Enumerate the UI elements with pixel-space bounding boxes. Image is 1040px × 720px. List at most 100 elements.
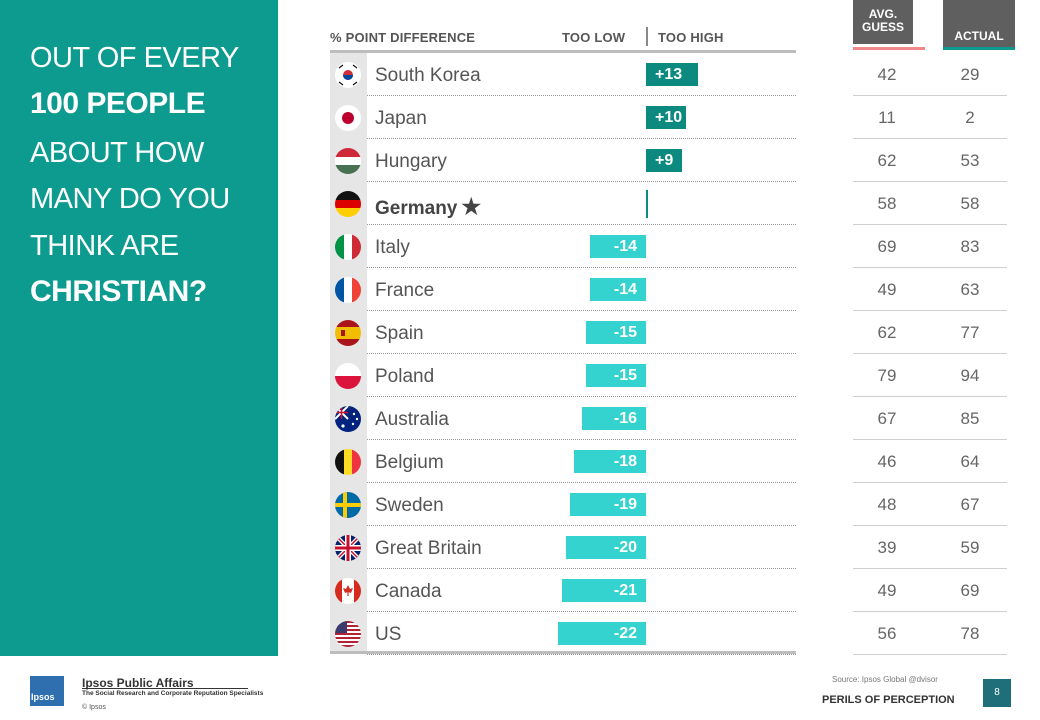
germany-flag-icon [335,191,361,217]
value-row-germany: 58 58 [853,182,1007,225]
chart-row-italy: Italy -14 [330,225,796,268]
chart-top-rule [330,50,796,53]
too-high-header: TOO HIGH [658,30,724,45]
question-line-3: ABOUT HOW [30,137,204,169]
value-row-japan: 11 2 [853,96,1007,139]
avg-guess-value: 11 [878,108,896,127]
actual-underline [943,47,1015,50]
value-row-divider [853,267,1007,268]
diff-bar: -14 [590,278,646,301]
value-row-canada: 49 69 [853,569,1007,612]
country-label: Germany ★ [375,194,482,219]
country-label: Hungary [375,151,447,172]
diff-bar: -16 [582,407,646,430]
value-row-divider [853,654,1007,655]
diff-bar: -21 [562,579,646,602]
italy-flag-icon [335,234,361,260]
value-row-divider [853,138,1007,139]
country-label: France [375,280,435,301]
value-row-australia: 67 85 [853,397,1007,440]
country-label: Italy [375,237,410,258]
value-row-divider [853,439,1007,440]
brand-divider [82,688,248,689]
chart-bottom-rule [330,651,796,654]
value-row-us: 56 78 [853,612,1007,655]
value-row-divider [853,224,1007,225]
row-divider [367,482,796,483]
actual-value: 59 [960,538,980,557]
chart-row-japan: Japan +10 [330,96,796,139]
value-row-divider [853,525,1007,526]
avg-guess-value: 39 [877,538,897,557]
country-label: Sweden [375,495,444,516]
chart-row-south-korea: South Korea +13 [330,53,796,96]
question-line-5: THINK ARE [30,230,179,262]
question-line-6: CHRISTIAN? [30,275,207,308]
actual-value: 64 [960,452,980,471]
value-row-sweden: 48 67 [853,483,1007,526]
actual-value: 85 [960,409,980,428]
value-row-belgium: 46 64 [853,440,1007,483]
value-row-divider [853,568,1007,569]
country-label: Poland [375,366,435,387]
value-row-divider [853,181,1007,182]
diff-header: % POINT DIFFERENCE [330,30,476,45]
row-divider [367,181,796,182]
page-number: 8 [983,679,1011,707]
ipsos-logo [30,676,64,706]
sweden-flag-icon [335,492,361,518]
diff-bar: +13 [646,63,698,86]
header-separator [646,27,648,46]
row-divider [367,353,796,354]
poland-flag-icon [335,363,361,389]
row-divider [367,95,796,96]
value-row-divider [853,353,1007,354]
actual-value: 2 [965,108,975,127]
avg-guess-value: 79 [877,366,897,385]
spain-flag-icon [335,320,361,346]
south-korea-flag-icon [335,62,361,88]
diff-bar: +9 [646,149,682,172]
value-row-divider [853,396,1007,397]
chart-row-spain: Spain -15 [330,311,796,354]
avg-guess-value: 67 [877,409,897,428]
avg-guess-value: 62 [877,323,897,342]
avg-guess-value: 46 [877,452,897,471]
row-divider [367,439,796,440]
question-line-2: 100 PEOPLE [30,87,206,120]
diff-bar: -15 [586,321,646,344]
value-row-divider [853,95,1007,96]
diff-bar: +10 [646,106,686,129]
actual-value: 63 [960,280,980,299]
question-line-1: OUT OF EVERY [30,42,239,74]
avg-guess-value: 42 [877,65,897,84]
avg-guess-value: 49 [877,280,897,299]
diff-bar: -15 [586,364,646,387]
country-label: Canada [375,581,442,602]
value-row-great-britain: 39 59 [853,526,1007,569]
row-divider [367,310,796,311]
value-row-spain: 62 77 [853,311,1007,354]
diff-bar: -14 [590,235,646,258]
chart-row-france: France -14 [330,268,796,311]
france-flag-icon [335,277,361,303]
series-title: PERILS OF PERCEPTION [822,694,955,706]
avg-guess-value: 69 [877,237,897,256]
chart-row-sweden: Sweden -19 [330,483,796,526]
ipsos-logo-text: Ipsos [31,692,55,702]
chart-row-us: US -22 [330,612,796,655]
chart-row-australia: Australia -16 [330,397,796,440]
country-label: South Korea [375,65,481,86]
value-row-divider [853,310,1007,311]
japan-flag-icon [335,105,361,131]
zero-marker [646,190,648,218]
actual-value: 58 [960,194,980,213]
us-flag-icon [335,621,361,647]
actual-value: 94 [960,366,980,385]
row-divider [367,224,796,225]
diff-bar: -18 [574,450,646,473]
actual-header: ACTUAL [943,0,1015,47]
row-divider [367,267,796,268]
row-divider [367,611,796,612]
country-label: Belgium [375,452,444,473]
